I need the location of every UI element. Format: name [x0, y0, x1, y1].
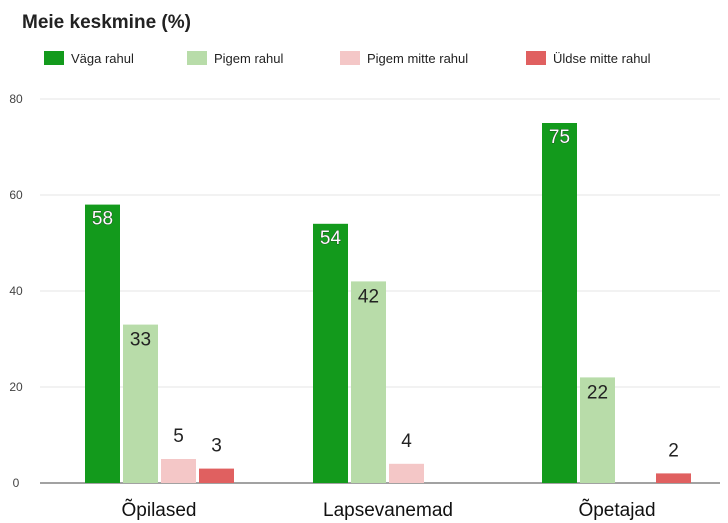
chart-title: Meie keskmine (%): [22, 12, 191, 33]
legend-label-2: Pigem rahul: [214, 51, 283, 66]
legend-swatch-2: [187, 51, 207, 65]
bar-2-2: [351, 281, 386, 483]
data-label-2-1: 33: [130, 330, 151, 351]
bar-1-1: [85, 204, 120, 483]
bar-3-2: [389, 463, 424, 483]
data-label-3-1: 5: [173, 426, 184, 447]
legend: Väga rahul Pigem rahul Pigem mitte rahul Ül…: [44, 51, 651, 66]
bar-3-1: [161, 459, 196, 483]
y-axis: 0 20 40 60 80: [9, 92, 23, 490]
bar-4-3: [656, 473, 691, 483]
bar-2-3: [580, 377, 615, 483]
bar-4-1: [199, 468, 234, 483]
y-tick-label: 60: [9, 188, 23, 202]
legend-label-4: Üldse mitte rahul: [553, 51, 651, 66]
legend-swatch-1: [44, 51, 64, 65]
legend-swatch-4: [526, 51, 546, 65]
bar-1-2: [313, 223, 348, 484]
legend-label-3: Pigem mitte rahul: [367, 51, 468, 66]
data-label-2-3: 22: [587, 382, 608, 403]
bar-2-1: [123, 324, 158, 483]
bar-1-3: [542, 123, 577, 483]
category-label-1: Õpilased: [122, 499, 197, 521]
legend-label-1: Väga rahul: [71, 51, 134, 66]
data-label-1-3: 75: [549, 127, 570, 148]
category-label-3: Õpetajad: [578, 499, 655, 521]
data-label-4-3: 2: [668, 440, 679, 461]
data-label-2-2: 42: [358, 286, 379, 307]
data-label-4-1: 3: [211, 436, 222, 457]
y-tick-label: 20: [9, 380, 23, 394]
y-tick-label: 80: [9, 92, 23, 106]
legend-swatch-3: [340, 51, 360, 65]
bars: [85, 123, 691, 484]
category-label-2: Lapsevanemad: [323, 500, 453, 521]
data-label-1-1: 58: [92, 209, 113, 230]
data-label-1-2: 54: [320, 228, 342, 249]
x-axis: Õpilased Lapsevanemad Õpetajad: [122, 499, 656, 521]
data-label-3-2: 4: [401, 431, 412, 452]
y-tick-label: 0: [13, 476, 20, 490]
y-tick-label: 40: [9, 284, 23, 298]
